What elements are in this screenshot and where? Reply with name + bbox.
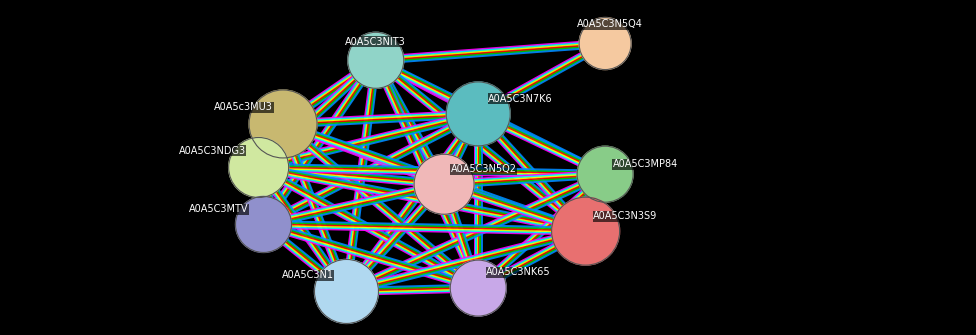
Text: A0A5C3MTV: A0A5C3MTV <box>189 204 249 214</box>
Text: A0A5C3NK65: A0A5C3NK65 <box>486 267 550 277</box>
Text: A0A5C3NDG3: A0A5C3NDG3 <box>179 146 246 156</box>
Circle shape <box>249 90 317 158</box>
Text: A0A5C3N7K6: A0A5C3N7K6 <box>488 94 552 104</box>
Circle shape <box>551 197 620 265</box>
Circle shape <box>347 32 404 88</box>
Text: A0A5C3N3S9: A0A5C3N3S9 <box>593 211 658 221</box>
Circle shape <box>228 137 289 198</box>
Text: A0A5C3MP84: A0A5C3MP84 <box>613 159 678 169</box>
Text: A0A5C3N1: A0A5C3N1 <box>282 270 334 280</box>
Text: A0A5C3NIT3: A0A5C3NIT3 <box>346 37 406 47</box>
Text: A0A5C3N5Q4: A0A5C3N5Q4 <box>577 19 643 29</box>
Circle shape <box>579 17 631 70</box>
Circle shape <box>314 259 379 324</box>
Circle shape <box>450 260 507 316</box>
Circle shape <box>446 82 510 146</box>
Circle shape <box>577 146 633 202</box>
Text: A0A5c3MU3: A0A5c3MU3 <box>215 102 273 112</box>
Circle shape <box>235 196 292 253</box>
Circle shape <box>414 154 474 214</box>
Text: A0A5C3N5Q2: A0A5C3N5Q2 <box>451 164 517 174</box>
